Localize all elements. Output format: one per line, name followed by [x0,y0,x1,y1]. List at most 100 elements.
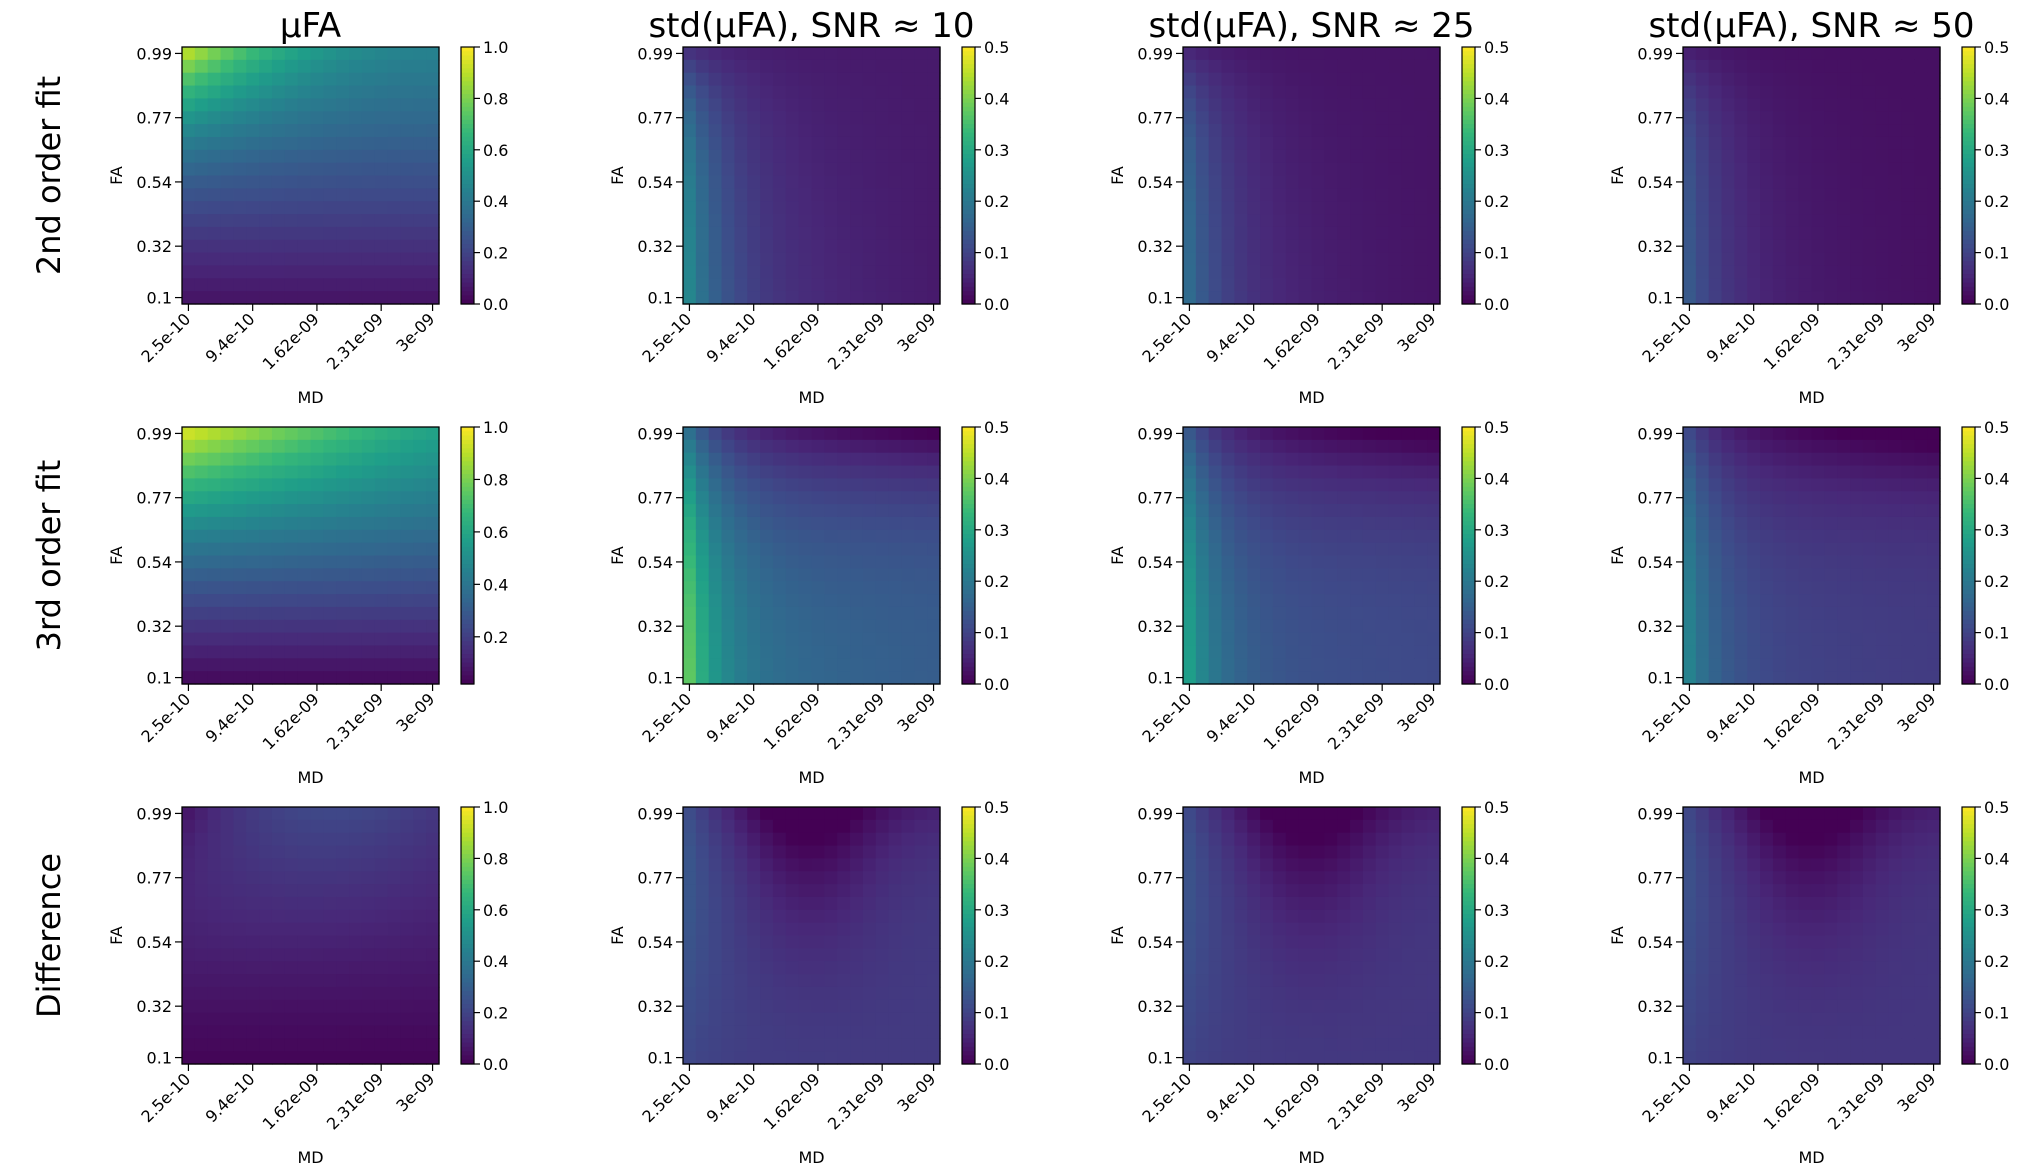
colorbar-segment [1462,495,1475,501]
heatmap-cell [1337,555,1351,569]
heatmap-cell [1324,516,1338,531]
heatmap-cell [1721,47,1735,61]
heatmap-cell [1195,807,1210,821]
heatmap-cell [721,491,735,505]
heatmap-cell [1888,111,1903,125]
colorbar-segment [1962,55,1975,61]
heatmap-cell [1388,465,1403,479]
heatmap-cell [1888,452,1903,467]
heatmap-cell [1760,226,1774,241]
heatmap-cell [1247,175,1261,189]
heatmap-cell [1901,452,1915,467]
heatmap-cell [708,568,723,582]
heatmap-cell [1247,85,1261,99]
heatmap-cell [1427,162,1441,177]
heatmap-cell [760,542,774,557]
heatmap-cell [310,594,324,608]
colorbar-segment [1462,68,1475,74]
heatmap-cell [824,162,838,177]
colorbar-segment [1962,628,1975,634]
heatmap-cell [297,504,312,518]
heatmap-cell [387,491,402,505]
heatmap-cell [349,542,363,557]
heatmap-cell [772,606,787,621]
heatmap-cell [310,1025,324,1039]
heatmap-cell [760,465,774,479]
heatmap-cell [708,201,723,215]
heatmap-cell [400,1051,414,1065]
heatmap-cell [259,291,273,305]
heatmap-cell [1721,214,1735,228]
colorbar-segment [1462,47,1475,52]
heatmap-cell [1388,201,1403,215]
heatmap-cell [824,491,838,505]
heatmap-cell [1747,529,1761,544]
heatmap-cell [246,214,260,228]
heatmap-cell [695,974,710,988]
colorbar-segment [1462,559,1475,565]
heatmap-cell [1388,188,1403,202]
colorbar-segment [962,124,975,129]
heatmap-cell [1760,568,1774,582]
heatmap-cell [1785,214,1800,228]
heatmap-cell [1221,606,1235,621]
heatmap-cell [1401,239,1415,254]
heatmap-cell [1772,188,1787,202]
heatmap-cell [1208,59,1223,74]
heatmap-cell [1311,265,1325,279]
heatmap-cell [708,47,723,61]
colorbar-segment [962,875,975,881]
heatmap-cell [323,819,337,834]
heatmap-cell [1798,59,1813,74]
heatmap-cell [747,832,761,847]
heatmap-cell [361,1012,376,1027]
colorbar-segment [1962,269,1975,275]
heatmap-cell [1875,188,1890,202]
heatmap-cell [695,491,710,505]
colorbar-segment [1962,675,1975,681]
heatmap-cell [1414,452,1428,467]
heatmap-cell [182,504,196,518]
heatmap-cell [1427,491,1441,505]
heatmap-cell [1811,606,1825,621]
heatmap-cell [1272,188,1287,202]
heatmap-cell [1888,124,1903,138]
heatmap-cell [811,478,825,492]
heatmap-cell [271,252,286,267]
heatmap-cell [259,671,273,685]
heatmap-cell [862,188,877,202]
heatmap-cell [1850,201,1864,215]
heatmap-cell [760,201,774,215]
heatmap-cell [413,439,427,454]
y-tick-label: 0.99 [1137,424,1173,443]
heatmap-cell [284,542,299,557]
heatmap-cell [194,658,209,672]
heatmap-cell [1285,542,1300,557]
heatmap-cell [1837,214,1851,228]
colorbar-segment [962,572,975,578]
heatmap-cell [374,162,389,177]
heatmap-cell [246,832,260,847]
heatmap-cell [349,175,363,189]
y-tick-label: 0.54 [1637,553,1673,572]
heatmap-cell [1747,47,1761,61]
heatmap-cell [1888,427,1903,441]
colorbar-segment [461,628,474,634]
heatmap-cell [336,226,350,241]
heatmap-cell [1927,671,1941,685]
heatmap-cell [1311,252,1325,267]
heatmap-cell [374,47,389,61]
heatmap-cell [837,214,851,228]
heatmap-cell [811,439,825,454]
heatmap-cell [772,85,787,99]
heatmap-cell [875,1025,890,1039]
heatmap-cell [1862,59,1877,74]
heatmap-cell [708,278,723,292]
heatmap-cell [1798,175,1813,189]
heatmap-cell [1247,439,1261,454]
heatmap-cell [271,922,286,937]
colorbar-segment [461,641,474,647]
heatmap-cell [811,948,825,962]
heatmap-cell [1683,529,1697,544]
heatmap-cell [1362,214,1377,228]
